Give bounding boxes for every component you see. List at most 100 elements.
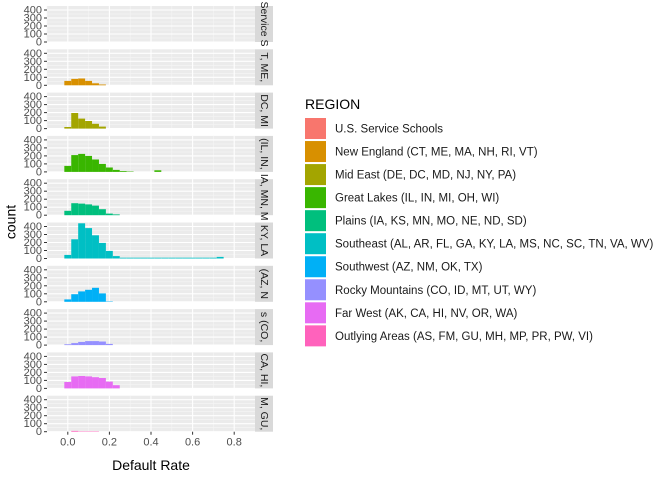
legend-title: REGION: [305, 96, 360, 112]
histogram-bar: [64, 254, 72, 259]
histogram-bar: [92, 235, 99, 259]
y-tick-label: 0: [36, 426, 42, 438]
legend-key: [305, 141, 326, 163]
histogram-bar: [105, 381, 113, 389]
histogram-bar: [105, 167, 113, 172]
legend-key: [305, 164, 326, 186]
histogram-bar: [78, 341, 86, 346]
histogram-bar: [78, 78, 86, 86]
facet-strip: [255, 309, 273, 346]
legend-key: [305, 279, 326, 301]
y-tick-label: 300: [24, 186, 42, 198]
histogram-bar: [154, 257, 162, 259]
histogram-bar: [85, 121, 93, 129]
facet-strip-label: s (CO,: [258, 312, 270, 342]
y-tick-label: 400: [24, 394, 42, 406]
histogram-bar: [85, 289, 93, 302]
legend-key: [305, 187, 326, 209]
histogram-bar: [71, 294, 79, 302]
x-tick-label: 0.8: [227, 437, 242, 449]
y-tick-label: 300: [24, 13, 42, 25]
histogram-bar: [92, 205, 99, 216]
histogram-bar: [71, 78, 79, 86]
histogram-bar: [133, 257, 141, 259]
histogram-bar: [78, 203, 86, 216]
facet-strip-label: Service S: [258, 2, 270, 47]
histogram-bar: [85, 376, 93, 389]
legend-key: [305, 233, 326, 255]
histogram-bar: [78, 153, 86, 172]
legend-label: Rocky Mountains (CO, ID, MT, UT, WY): [335, 285, 536, 297]
x-axis-title: Default Rate: [112, 457, 190, 473]
facet-strip-label: (AZ, N: [258, 269, 270, 299]
histogram-bar: [112, 169, 120, 172]
legend-key: [305, 118, 326, 139]
histogram-bar: [119, 171, 127, 172]
histogram-bar: [98, 242, 106, 259]
histogram-bar: [78, 118, 86, 129]
y-tick-label: 400: [24, 264, 42, 276]
histogram-bar: [112, 256, 120, 259]
histogram-bar: [92, 341, 99, 346]
y-tick-label: 0: [36, 37, 42, 49]
y-tick-label: 100: [24, 332, 42, 344]
legend-key: [305, 325, 326, 347]
y-tick-label: 200: [24, 410, 42, 422]
y-tick-label: 300: [24, 229, 42, 241]
y-tick-label: 200: [24, 367, 42, 379]
histogram-bar: [78, 376, 86, 389]
histogram-bar: [85, 341, 93, 346]
legend-label: New England (CT, ME, MA, NH, RI, VT): [335, 147, 538, 159]
y-tick-label: 0: [36, 383, 42, 395]
histogram-bar: [78, 223, 86, 259]
y-tick-label: 200: [24, 280, 42, 292]
y-tick-label: 200: [24, 237, 42, 249]
histogram-bar: [195, 257, 203, 259]
histogram-bar: [71, 430, 79, 432]
y-tick-label: 200: [24, 324, 42, 336]
facet-strip: [255, 92, 273, 129]
facet-strip: [255, 179, 273, 216]
histogram-bar: [64, 165, 72, 172]
legend-label: Southwest (AZ, NM, OK, TX): [335, 262, 483, 274]
histogram-bar: [105, 343, 113, 346]
y-tick-label: 100: [24, 72, 42, 84]
facet-strip: [255, 135, 273, 172]
histogram-bar: [216, 256, 224, 259]
histogram-bar: [98, 126, 106, 129]
y-tick-label: 300: [24, 359, 42, 371]
y-tick-label: 400: [24, 351, 42, 363]
histogram-bar: [71, 343, 79, 346]
y-tick-label: 100: [24, 375, 42, 387]
histogram-bar: [64, 80, 72, 86]
y-axis-title: count: [3, 205, 19, 239]
histogram-bar: [105, 213, 113, 216]
y-tick-label: 100: [24, 29, 42, 41]
x-tick-label: 0.6: [185, 437, 200, 449]
facet-strip-label: DC, MI: [258, 94, 270, 127]
legend-key: [305, 302, 326, 324]
legend-label: Plains (IA, KS, MN, MO, NE, ND, SD): [335, 216, 527, 228]
y-tick-label: 400: [24, 91, 42, 103]
legend-label: Southeast (AL, AR, FL, GA, KY, LA, MS, N…: [335, 239, 653, 251]
histogram-bar: [105, 250, 113, 259]
facet-strip: [255, 49, 273, 86]
histogram-bar: [126, 257, 134, 259]
y-tick-label: 400: [24, 48, 42, 60]
histogram-bar: [92, 83, 99, 86]
histogram-bar: [92, 287, 99, 302]
y-tick-label: 200: [24, 21, 42, 33]
y-tick-label: 300: [24, 316, 42, 328]
y-tick-label: 100: [24, 418, 42, 430]
y-tick-label: 0: [36, 340, 42, 352]
histogram-bar: [209, 257, 217, 259]
histogram-bar: [119, 257, 127, 259]
histogram-bar: [98, 293, 106, 302]
histogram-bar: [71, 239, 79, 259]
legend-label: Outlying Areas (AS, FM, GU, MH, MP, PR, …: [335, 331, 593, 343]
histogram-bar: [64, 344, 72, 346]
y-tick-label: 300: [24, 272, 42, 284]
histogram-bar: [202, 257, 210, 259]
histogram-bar: [98, 163, 106, 172]
y-tick-label: 0: [36, 210, 42, 222]
